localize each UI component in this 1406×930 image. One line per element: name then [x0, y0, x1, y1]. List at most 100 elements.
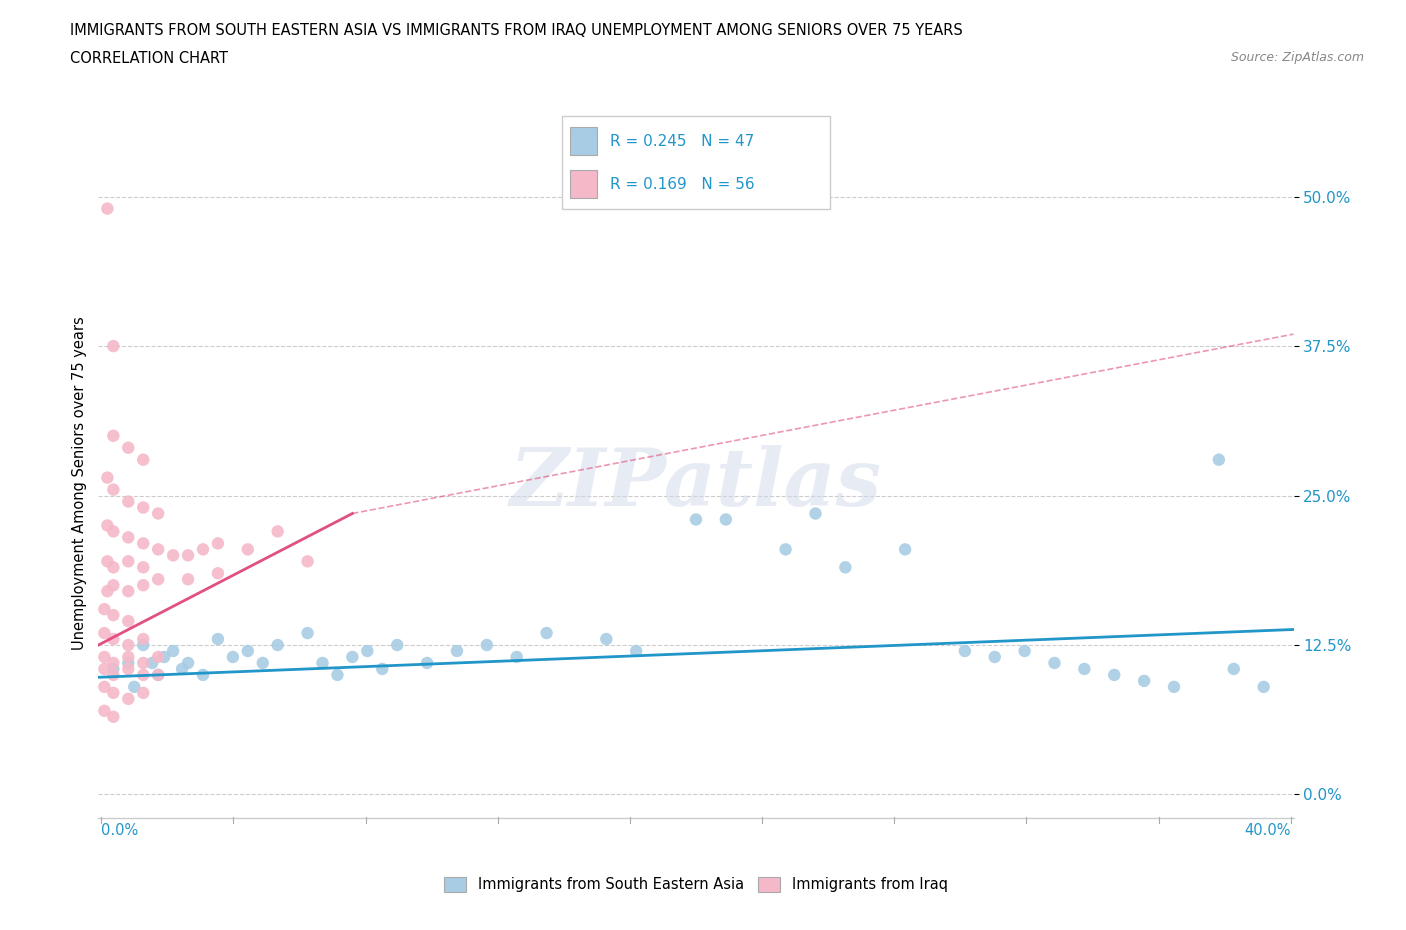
Point — [132, 631, 155, 646]
Point — [207, 565, 229, 580]
Point — [132, 656, 155, 671]
Point — [117, 649, 139, 664]
Point — [93, 661, 115, 676]
Point — [117, 494, 139, 509]
Point — [177, 656, 200, 671]
Point — [148, 668, 170, 683]
Point — [117, 638, 139, 653]
Point — [1073, 661, 1095, 676]
Point — [894, 542, 917, 557]
Point — [132, 578, 155, 592]
Point — [117, 656, 139, 671]
Point — [714, 512, 737, 527]
Point — [93, 626, 115, 641]
Point — [475, 638, 498, 653]
Point — [148, 572, 170, 587]
Point — [446, 644, 468, 658]
FancyBboxPatch shape — [571, 127, 598, 155]
Point — [804, 506, 827, 521]
Point — [141, 656, 163, 671]
Point — [96, 471, 118, 485]
Point — [96, 554, 118, 569]
Point — [416, 656, 439, 671]
Text: CORRELATION CHART: CORRELATION CHART — [70, 51, 228, 66]
Point — [624, 644, 647, 658]
Point — [252, 656, 274, 671]
Text: R = 0.169   N = 56: R = 0.169 N = 56 — [610, 177, 755, 192]
Point — [177, 572, 200, 587]
Point — [267, 638, 290, 653]
Point — [148, 542, 170, 557]
Point — [1043, 656, 1066, 671]
Point — [124, 680, 146, 695]
Text: 0.0%: 0.0% — [101, 823, 138, 838]
Point — [536, 626, 558, 641]
Point — [103, 524, 125, 538]
Point — [1208, 452, 1230, 467]
Point — [103, 710, 125, 724]
Point — [297, 626, 319, 641]
Y-axis label: Unemployment Among Seniors over 75 years: Unemployment Among Seniors over 75 years — [72, 317, 87, 650]
Point — [117, 554, 139, 569]
Point — [96, 584, 118, 599]
Point — [132, 685, 155, 700]
Point — [983, 649, 1005, 664]
Point — [132, 500, 155, 515]
Point — [207, 536, 229, 551]
Point — [385, 638, 409, 653]
Point — [117, 530, 139, 545]
Point — [93, 602, 115, 617]
Point — [1102, 668, 1125, 683]
Point — [148, 506, 170, 521]
Point — [207, 631, 229, 646]
Point — [236, 542, 259, 557]
Point — [297, 554, 319, 569]
Point — [1014, 644, 1036, 658]
Point — [162, 644, 184, 658]
Point — [1253, 680, 1275, 695]
Point — [191, 668, 214, 683]
Point — [103, 339, 125, 353]
Point — [132, 560, 155, 575]
Point — [356, 644, 378, 658]
Point — [775, 542, 797, 557]
Text: 40.0%: 40.0% — [1244, 823, 1291, 838]
Point — [96, 201, 118, 216]
Text: R = 0.245   N = 47: R = 0.245 N = 47 — [610, 134, 755, 149]
Point — [236, 644, 259, 658]
Point — [311, 656, 333, 671]
Point — [191, 542, 214, 557]
Point — [1163, 680, 1185, 695]
Point — [117, 614, 139, 629]
Point — [267, 524, 290, 538]
Text: ZIPatlas: ZIPatlas — [510, 445, 882, 523]
Point — [103, 607, 125, 622]
Point — [96, 518, 118, 533]
Point — [685, 512, 707, 527]
Point — [1222, 661, 1246, 676]
Point — [326, 668, 349, 683]
Point — [117, 691, 139, 706]
Point — [342, 649, 364, 664]
Point — [103, 661, 125, 676]
Point — [132, 536, 155, 551]
Point — [953, 644, 976, 658]
Point — [103, 560, 125, 575]
Point — [148, 649, 170, 664]
Point — [595, 631, 617, 646]
Point — [371, 661, 394, 676]
Point — [506, 649, 529, 664]
Point — [1133, 673, 1156, 688]
Point — [222, 649, 245, 664]
Point — [132, 452, 155, 467]
Point — [117, 584, 139, 599]
Point — [103, 656, 125, 671]
Point — [172, 661, 194, 676]
FancyBboxPatch shape — [571, 170, 598, 198]
Point — [103, 578, 125, 592]
Point — [153, 649, 176, 664]
Point — [93, 649, 115, 664]
Point — [132, 668, 155, 683]
Point — [148, 668, 170, 683]
Text: Source: ZipAtlas.com: Source: ZipAtlas.com — [1230, 51, 1364, 64]
